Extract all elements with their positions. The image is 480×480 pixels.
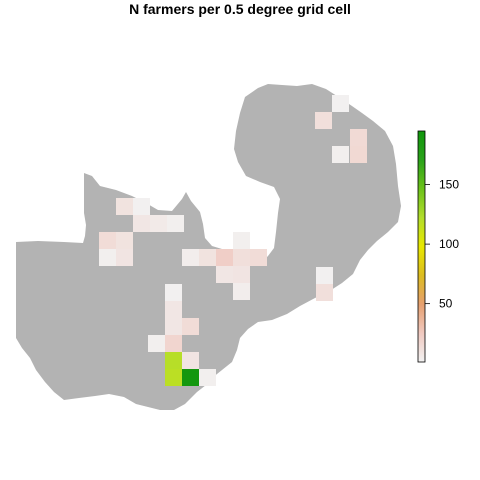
grid-cell xyxy=(250,249,267,266)
grid-cell xyxy=(332,146,349,163)
legend-ticks: 50 100 150 xyxy=(425,178,459,311)
grid-cell xyxy=(216,249,233,266)
grid-cell xyxy=(182,369,199,386)
grid-cell xyxy=(350,146,367,163)
grid-cell xyxy=(233,232,250,249)
zambia-outline xyxy=(16,84,401,410)
grid-cell xyxy=(316,267,333,284)
grid-cell xyxy=(199,369,216,386)
grid-cell xyxy=(165,369,182,386)
grid-cell xyxy=(133,198,150,215)
grid-cell xyxy=(133,215,150,232)
grid-cell xyxy=(316,284,333,301)
grid-cell xyxy=(233,266,250,283)
legend-tick-label: 50 xyxy=(439,297,453,311)
grid-cell xyxy=(116,232,133,249)
grid-cell xyxy=(233,249,250,266)
grid-cell xyxy=(182,352,199,369)
grid-cell xyxy=(165,352,182,369)
grid-cell xyxy=(216,266,233,283)
legend-colorbar xyxy=(417,130,426,363)
grid-cell xyxy=(165,301,182,318)
grid-cell xyxy=(150,215,167,232)
map-title: N farmers per 0.5 degree grid cell xyxy=(129,1,351,17)
grid-cell xyxy=(350,129,367,146)
grid-cell xyxy=(233,283,250,300)
grid-cell xyxy=(165,335,182,352)
grid-cell xyxy=(99,249,116,266)
grid-cell xyxy=(315,112,332,129)
grid-cell xyxy=(332,95,349,112)
grid-cells xyxy=(99,95,367,386)
grid-cell xyxy=(182,318,199,335)
grid-cell xyxy=(165,318,182,335)
grid-cell xyxy=(116,198,133,215)
grid-cell xyxy=(116,249,133,266)
grid-cell xyxy=(99,232,116,249)
legend-tick-label: 150 xyxy=(439,178,459,192)
legend: 50 100 150 xyxy=(417,130,459,363)
legend-tick-label: 100 xyxy=(439,237,459,251)
grid-cell xyxy=(167,215,184,232)
grid-cell xyxy=(165,284,182,301)
grid-cell xyxy=(148,335,165,352)
grid-cell xyxy=(199,249,216,266)
grid-cell xyxy=(182,249,199,266)
